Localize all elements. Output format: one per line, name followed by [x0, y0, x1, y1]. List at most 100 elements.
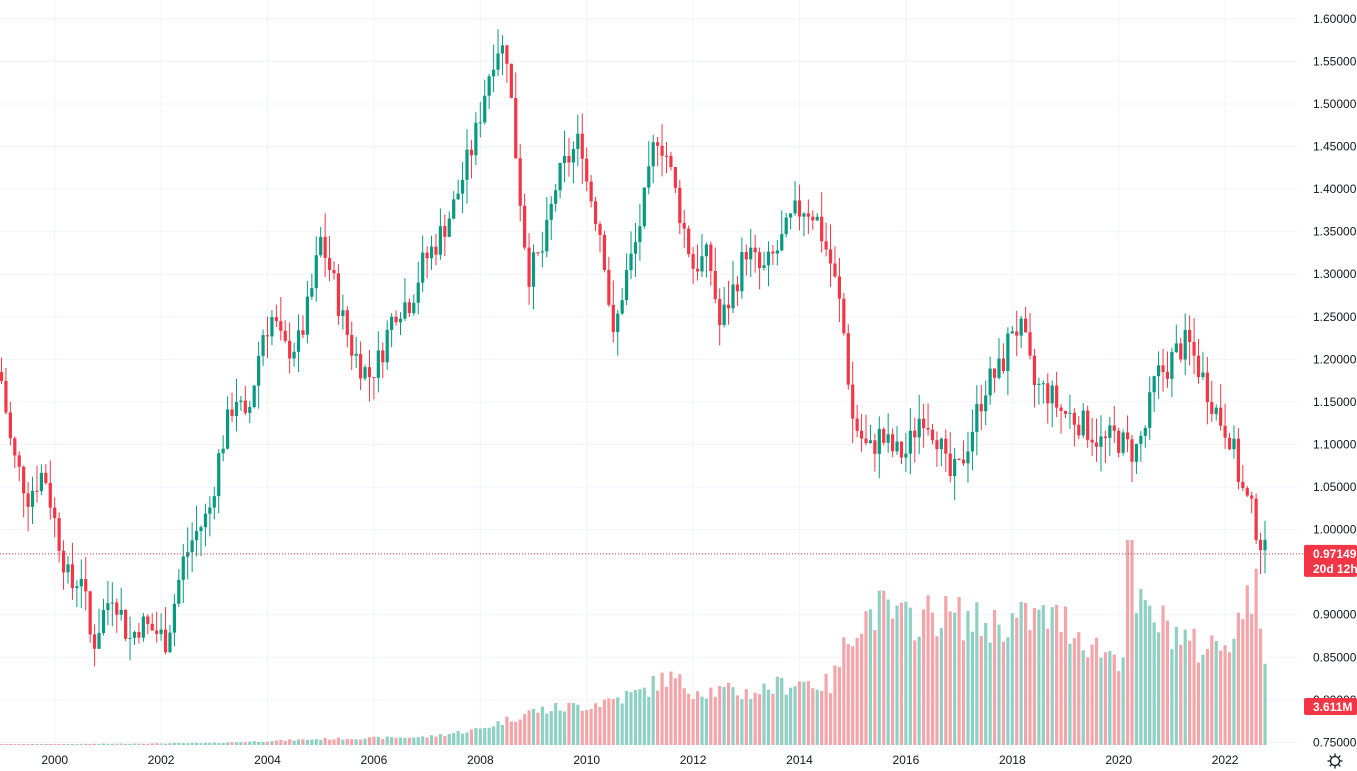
candle-body	[842, 298, 846, 334]
volume-bar	[132, 743, 137, 745]
volume-bar	[718, 685, 722, 745]
candle-body	[101, 610, 106, 634]
candle-body	[66, 564, 70, 573]
candle-body	[895, 441, 899, 452]
candle-body	[1019, 318, 1023, 336]
volume-bar	[527, 710, 531, 745]
volume-bar	[682, 688, 686, 745]
volume-bar	[425, 737, 429, 745]
price-tick-label: 0.75000	[1313, 735, 1357, 749]
volume-bar	[851, 646, 855, 745]
volume-bar	[314, 739, 318, 745]
candle-body	[771, 251, 775, 254]
volume-bar	[110, 743, 114, 745]
candle-body	[106, 603, 110, 611]
volume-bar	[713, 696, 717, 745]
time-tick-label: 2018	[999, 753, 1026, 767]
candle-body	[651, 142, 655, 167]
volume-bar	[141, 743, 145, 745]
volume-bar	[274, 740, 278, 745]
last-price-badge: 0.97149 20d 12h	[1304, 544, 1357, 577]
candle-body	[8, 412, 12, 439]
candle-body	[1032, 355, 1037, 385]
candle-body	[1223, 425, 1227, 438]
time-tick-label: 2000	[41, 753, 68, 767]
volume-bar	[678, 674, 682, 745]
candle-body	[314, 255, 318, 289]
candle-body	[957, 458, 961, 460]
volume-bar	[128, 743, 132, 745]
volume-bar	[350, 739, 354, 745]
time-axis[interactable]: 2000 2002 2004 2006 2008 2010 2012 2014 2016 2018…	[41, 753, 1238, 767]
candle-body	[128, 637, 132, 639]
candle-body	[944, 438, 948, 454]
candle-body	[35, 490, 39, 492]
volume-bar	[44, 744, 48, 745]
candle-body	[917, 418, 921, 438]
candle-body	[709, 244, 713, 271]
volume-bar	[30, 744, 35, 745]
candle-body	[664, 155, 669, 157]
volume-bar	[806, 681, 810, 745]
candle-body	[775, 250, 779, 254]
candle-body	[336, 273, 341, 316]
settings-icon[interactable]	[1327, 753, 1343, 769]
candle-body	[434, 246, 438, 255]
candle-body	[469, 149, 474, 156]
bar-countdown: 20d 12h	[1313, 562, 1357, 576]
candle-body	[766, 251, 771, 266]
candle-body	[292, 351, 296, 359]
volume-bar	[39, 744, 43, 745]
candle-body	[0, 372, 4, 381]
volume-bar	[199, 743, 203, 745]
price-tick-label: 0.85000	[1313, 650, 1357, 664]
volume-bar	[239, 742, 243, 745]
candle-body	[873, 440, 877, 454]
volume-bar	[1241, 619, 1245, 745]
volume-bar	[1170, 649, 1174, 745]
time-tick-label: 2016	[893, 753, 920, 767]
candle-body	[576, 133, 580, 149]
volume-bar	[1059, 632, 1063, 745]
volume-bar	[638, 689, 642, 745]
candle-body	[190, 540, 194, 553]
candle-body	[1245, 488, 1249, 496]
candle-body	[656, 142, 660, 146]
candle-body	[1263, 539, 1267, 551]
volume-bar	[1152, 622, 1156, 745]
volume-bar	[469, 729, 474, 745]
candle-body	[740, 252, 744, 292]
candle-body	[505, 45, 509, 64]
candle-body	[26, 493, 30, 507]
volume-bar	[540, 706, 544, 745]
candle-body	[217, 453, 221, 497]
price-tick-label: 1.40000	[1313, 182, 1357, 196]
candle-body	[571, 148, 575, 163]
candle-body	[390, 316, 394, 330]
candle-body	[687, 228, 691, 255]
candle-body	[332, 270, 336, 274]
candle-body	[429, 246, 434, 259]
candle-body	[802, 213, 806, 217]
candle-body	[913, 430, 917, 438]
volume-bar	[4, 744, 8, 745]
chart-grid	[0, 0, 1297, 745]
price-axis[interactable]: 1.60000 1.55000 1.50000 1.45000 1.40000 1.350…	[1313, 12, 1357, 750]
volume-bar	[846, 644, 850, 745]
volume-bar	[115, 743, 119, 745]
volume-bar	[288, 739, 292, 745]
candle-body	[882, 428, 886, 443]
volume-bar	[1258, 628, 1263, 745]
candle-body	[514, 97, 518, 159]
candle-body	[212, 496, 216, 508]
volume-bar	[1081, 650, 1085, 745]
volume-bar	[899, 602, 904, 745]
candle-body	[580, 133, 584, 159]
candle-body	[265, 335, 270, 337]
volume-bar	[948, 611, 952, 745]
candle-body	[460, 179, 465, 194]
volume-bar	[146, 743, 150, 745]
time-tick-label: 2012	[680, 753, 707, 767]
volume-bar	[478, 728, 482, 745]
